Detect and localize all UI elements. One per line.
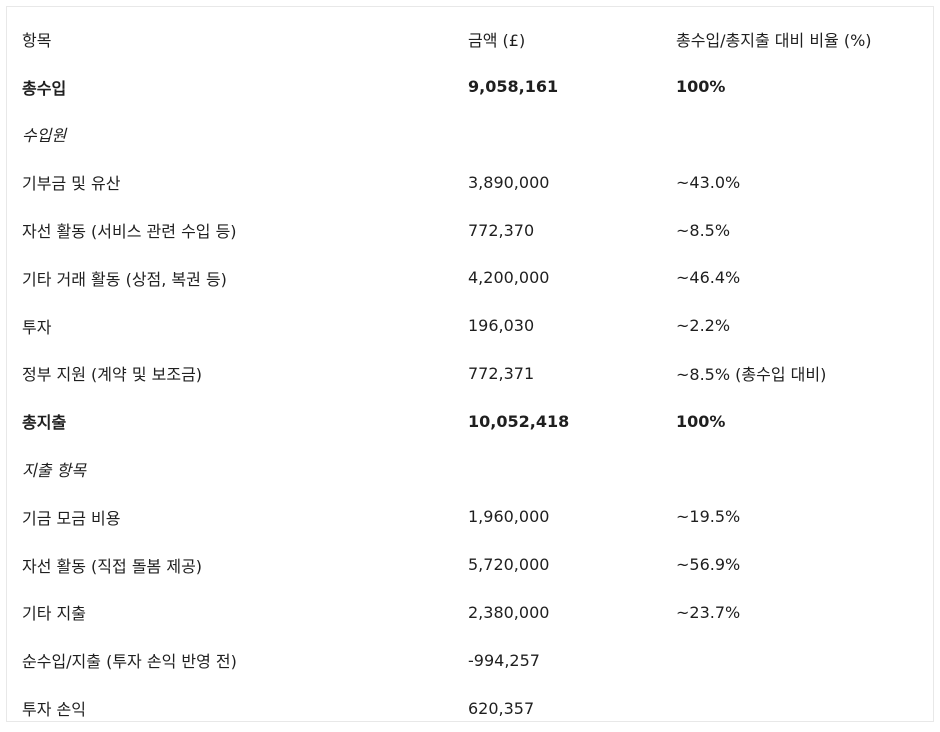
row-amount: 9,058,161: [468, 77, 559, 97]
row-ratio: ~46.4%: [676, 268, 741, 288]
row-amount: 2,380,000: [468, 602, 550, 622]
row-ratio: ~43.0%: [676, 172, 741, 192]
row-label: 기타 지출: [22, 604, 86, 624]
header-amount: 금액 (£): [468, 30, 526, 50]
row-label: 투자 손익: [22, 700, 86, 720]
header-ratio: 총수입/총지출 대비 비율 (%): [676, 30, 872, 50]
row-amount: 196,030: [468, 316, 535, 336]
row-ratio: [676, 684, 933, 732]
row-label: 기부금 및 유산: [22, 174, 121, 194]
row-label: 지출 항목: [22, 461, 86, 481]
row-amount: 10,052,418: [468, 411, 570, 431]
table-row: 투자 손익 620,357: [7, 684, 933, 732]
row-label: 기타 거래 활동 (상점, 복권 등): [22, 269, 227, 289]
financial-table: 항목 금액 (£) 총수입/총지출 대비 비율 (%) 총수입 9,058,16…: [7, 15, 933, 732]
row-ratio: ~8.5% (총수입 대비): [676, 365, 827, 385]
table-row: 총수입 9,058,161 100%: [7, 63, 933, 111]
row-label: 정부 지원 (계약 및 보조금): [22, 365, 203, 385]
row-label: 총지출: [22, 413, 67, 433]
row-ratio: [676, 636, 933, 684]
table-row: 기금 모금 비용 1,960,000 ~19.5%: [7, 493, 933, 541]
table-row: 지출 항목: [7, 445, 933, 493]
row-ratio: ~56.9%: [676, 555, 741, 575]
header-item: 항목: [22, 30, 52, 50]
row-amount: -994,257: [468, 650, 540, 670]
table-row: 순수입/지출 (투자 손익 반영 전) -994,257: [7, 636, 933, 684]
table-row: 수입원: [7, 111, 933, 159]
row-amount: [468, 445, 676, 493]
row-amount: 772,371: [468, 363, 535, 383]
row-ratio: 100%: [676, 411, 726, 431]
table-container: 항목 금액 (£) 총수입/총지출 대비 비율 (%) 총수입 9,058,16…: [6, 6, 934, 722]
row-ratio: [676, 111, 933, 159]
row-ratio: ~23.7%: [676, 602, 741, 622]
row-label: 기금 모금 비용: [22, 508, 121, 528]
row-amount: 620,357: [468, 698, 535, 718]
table-row: 자선 활동 (직접 돌봄 제공) 5,720,000 ~56.9%: [7, 541, 933, 589]
row-label: 수입원: [22, 126, 67, 146]
row-ratio: ~19.5%: [676, 507, 741, 527]
table-row: 기타 지출 2,380,000 ~23.7%: [7, 589, 933, 637]
row-ratio: 100%: [676, 77, 726, 97]
row-label: 투자: [22, 317, 52, 337]
row-ratio: ~8.5%: [676, 220, 731, 240]
table-row: 자선 활동 (서비스 관련 수입 등) 772,370 ~8.5%: [7, 206, 933, 254]
row-label: 자선 활동 (서비스 관련 수입 등): [22, 222, 237, 242]
table-header-row: 항목 금액 (£) 총수입/총지출 대비 비율 (%): [7, 15, 933, 63]
row-amount: 772,370: [468, 220, 535, 240]
row-amount: [468, 111, 676, 159]
table-row: 기타 거래 활동 (상점, 복권 등) 4,200,000 ~46.4%: [7, 254, 933, 302]
row-amount: 1,960,000: [468, 507, 550, 527]
row-amount: 4,200,000: [468, 268, 550, 288]
table-row: 투자 196,030 ~2.2%: [7, 302, 933, 350]
row-amount: 5,720,000: [468, 555, 550, 575]
table-row: 총지출 10,052,418 100%: [7, 397, 933, 445]
row-label: 자선 활동 (직접 돌봄 제공): [22, 556, 203, 576]
row-label: 순수입/지출 (투자 손익 반영 전): [22, 652, 237, 672]
row-label: 총수입: [22, 78, 67, 98]
table-row: 기부금 및 유산 3,890,000 ~43.0%: [7, 158, 933, 206]
table-row: 정부 지원 (계약 및 보조금) 772,371 ~8.5% (총수입 대비): [7, 350, 933, 398]
row-ratio: ~2.2%: [676, 316, 731, 336]
row-ratio: [676, 445, 933, 493]
row-amount: 3,890,000: [468, 172, 550, 192]
